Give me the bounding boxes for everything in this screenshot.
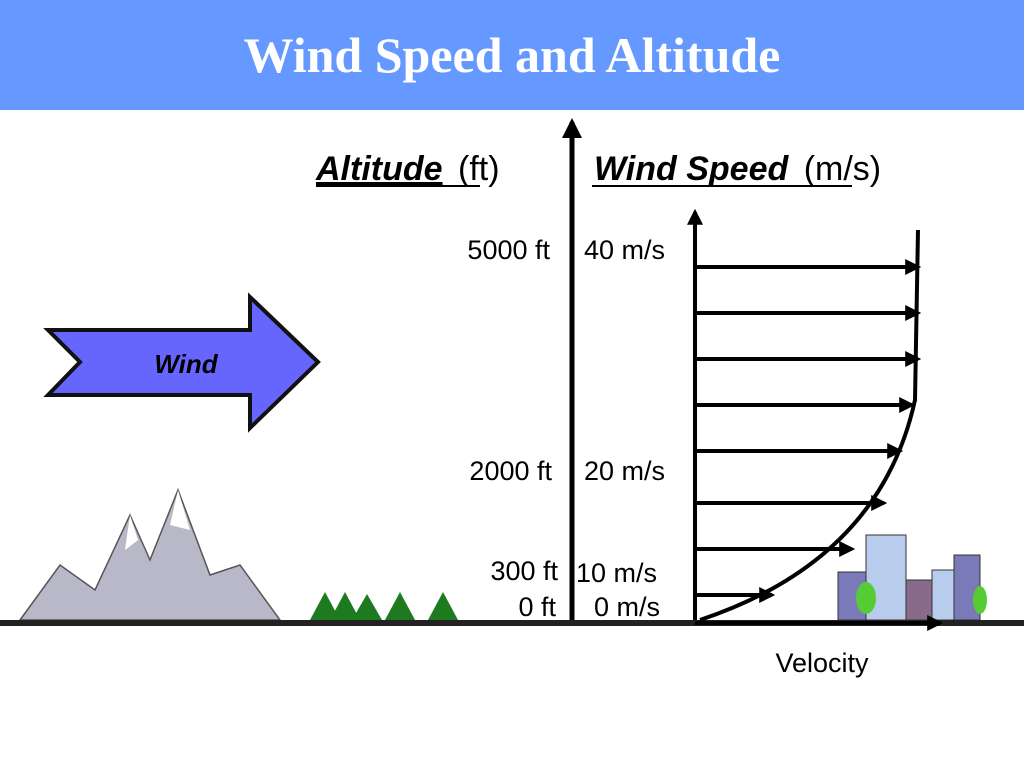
trees [310, 592, 458, 620]
speed-label: 10 m/s [576, 558, 657, 588]
velocity-arrows [697, 259, 922, 603]
altitude-title: Altitude [315, 150, 443, 188]
altitude-heading: Altitude (ft) [315, 150, 500, 188]
speed-label: 40 m/s [584, 235, 665, 265]
city [837, 534, 987, 621]
mountains [18, 487, 282, 621]
altitude-label: 2000 ft [469, 456, 552, 486]
altitude-unit: (ft) [458, 150, 500, 188]
title-bar [0, 0, 1024, 110]
wind-label: Wind [154, 349, 218, 379]
altitude-label: 300 ft [490, 556, 558, 586]
title: Wind Speed and Altitude [244, 27, 781, 83]
speed-unit: (m/s) [804, 150, 881, 188]
speed-label: 0 m/s [594, 592, 660, 622]
velocity-label: Velocity [775, 648, 869, 678]
altitude-label: 0 ft [518, 592, 556, 622]
wind-arrow [43, 292, 321, 433]
altitude-label: 5000 ft [467, 235, 550, 265]
speed-label: 20 m/s [584, 456, 665, 486]
wind-profile [699, 229, 920, 622]
speed-title: Wind Speed [594, 150, 789, 188]
speed-heading: Wind Speed (m/s) [594, 150, 881, 188]
